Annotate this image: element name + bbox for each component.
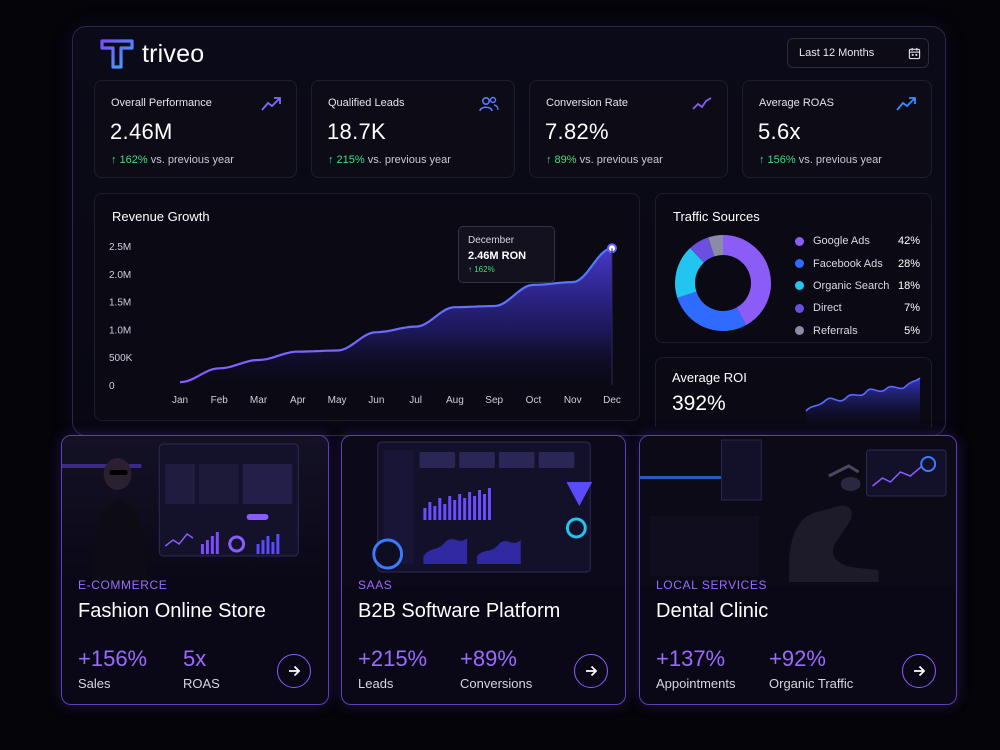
kpi-value: 5.6x [758,119,801,144]
legend-item-facebook-ads[interactable]: Facebook Ads 28% [795,252,920,274]
kpi-delta: ↑ 156% vs. previous year [759,154,882,166]
traffic-sources-title: Traffic Sources [673,209,760,224]
stat-value: +137% [656,646,726,671]
kpi-title: Conversion Rate [546,97,628,109]
legend-item-referrals[interactable]: Referrals 5% [795,320,920,342]
tooltip-month: December [468,235,515,246]
card-category: SAAS [358,578,393,592]
calendar-icon [909,47,921,59]
kpi-card-conversion-rate[interactable]: Conversion Rate 7.82% ↑ 89% vs. previous… [529,80,728,178]
kpi-value: 18.7K [327,119,386,144]
kpi-value: 7.82% [545,119,609,144]
kpi-card-qualified-leads[interactable]: Qualified Leads 18.7K ↑ 215% vs. previou… [311,80,515,178]
kpi-title: Average ROAS [759,97,835,109]
trend-up-icon [261,97,281,111]
legend-item-organic-search[interactable]: Organic Search 18% [795,275,920,297]
date-range-select[interactable]: Last 12 Months [787,38,929,68]
kpi-delta: ↑ 215% vs. previous year [328,154,451,166]
stat-value: +89% [460,646,517,671]
kpi-title: Overall Performance [111,97,212,109]
triveo-logo-icon [100,39,134,69]
stat-label: ROAS [183,676,220,691]
legend-item-google-ads[interactable]: Google Ads 42% [795,230,920,252]
users-icon [479,96,499,112]
kpi-card-overall-performance[interactable]: Overall Performance 2.46M ↑ 162% vs. pre… [94,80,297,178]
legend-dot [795,236,804,246]
arrow-right-icon [586,665,598,677]
arrow-right-icon [289,665,301,677]
case-card-dental-clinic[interactable]: LOCAL SERVICES Dental Clinic +137% Appoi… [639,435,957,705]
stat-label: Sales [78,676,111,691]
kpi-delta: ↑ 89% vs. previous year [546,154,663,166]
card-title: B2B Software Platform [358,600,561,622]
stat-label: Appointments [656,676,736,691]
card-category: LOCAL SERVICES [656,578,768,592]
legend-dot [795,303,804,313]
chart-tooltip: December 2.46M RON ↑ 162% [458,226,555,283]
case-card-fashion-store[interactable]: E-COMMERCE Fashion Online Store +156% Sa… [61,435,329,705]
stat-value: +92% [769,646,826,671]
stat-value: +156% [78,646,148,671]
revenue-growth-panel: Revenue Growth [94,193,640,421]
legend-item-direct[interactable]: Direct 7% [795,297,920,319]
case-card-b2b-software[interactable]: SAAS B2B Software Platform +215% Leads +… [341,435,626,705]
trend-up-icon [896,97,916,111]
date-range-label: Last 12 Months [799,47,875,59]
stat-label: Conversions [460,676,533,691]
revenue-chart-title: Revenue Growth [112,209,210,224]
roi-value: 392% [672,392,726,415]
kpi-title: Qualified Leads [328,97,405,109]
brand-logo[interactable]: triveo [100,38,204,70]
legend-dot [795,326,804,336]
kpi-delta: ↑ 162% vs. previous year [111,154,234,166]
kpi-value: 2.46M [110,119,173,144]
stat-label: Organic Traffic [769,676,854,691]
stat-label: Leads [358,676,394,691]
open-case-button[interactable] [277,654,311,688]
tooltip-value: 2.46M RON [468,250,527,262]
traffic-legend: Google Ads 42% Facebook Ads 28% Organic Se… [795,230,920,342]
card-title: Fashion Online Store [78,600,266,622]
legend-dot [795,259,804,269]
stat-value: 5x [183,646,207,671]
open-case-button[interactable] [902,654,936,688]
dental-clinic-image [640,436,956,586]
tooltip-delta: ↑ 162% [468,265,495,274]
stat-value: +215% [358,646,428,671]
card-title: Dental Clinic [656,600,769,622]
open-case-button[interactable] [574,654,608,688]
legend-dot [795,281,804,291]
brand-name: triveo [142,39,205,68]
arrow-right-icon [914,665,926,677]
card-category: E-COMMERCE [78,578,168,592]
kpi-card-average-roas[interactable]: Average ROAS 5.6x ↑ 156% vs. previous ye… [742,80,932,178]
fashion-store-image [62,436,328,586]
pulse-icon [692,97,712,110]
roi-title: Average ROI [672,370,747,385]
b2b-software-image [342,436,625,586]
